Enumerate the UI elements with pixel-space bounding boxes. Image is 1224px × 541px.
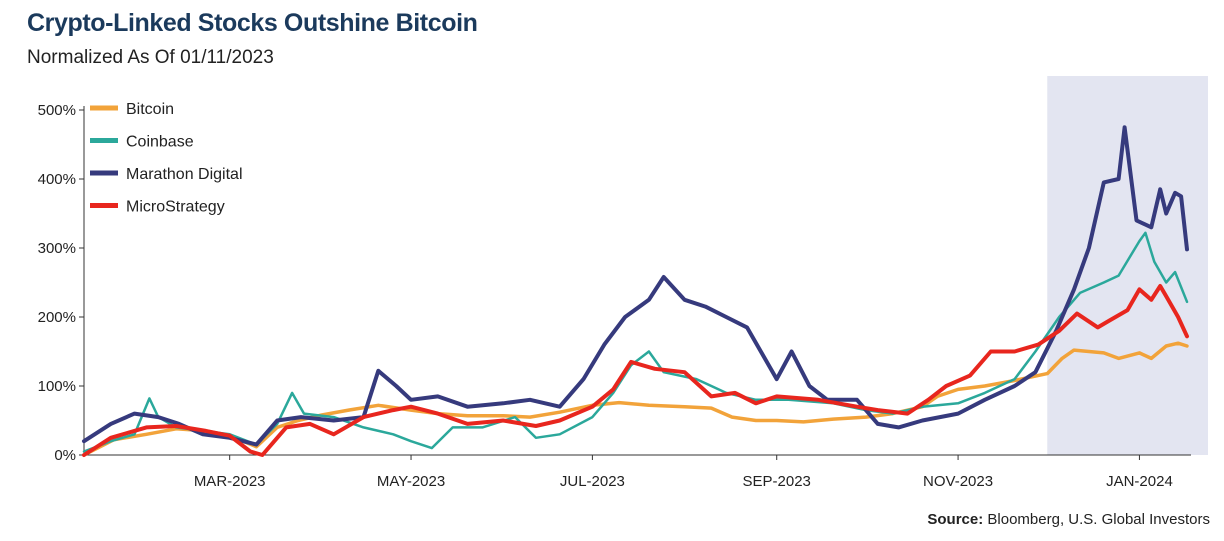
legend-label-coinbase: Coinbase <box>126 134 194 151</box>
x-tick-label: SEP-2023 <box>743 473 811 490</box>
y-tick-label: 500% <box>38 102 76 119</box>
legend: Bitcoin Coinbase Marathon Digital MicroStra… <box>90 101 243 216</box>
chart-subtitle: Normalized As Of 01/11/2023 <box>27 47 274 68</box>
series-line-microstrategy <box>82 284 1189 457</box>
x-tick-label: JAN-2024 <box>1106 473 1173 490</box>
series-line-coinbase <box>82 231 1189 453</box>
legend-label-microstrategy: MicroStrategy <box>126 199 225 216</box>
y-tick-label: 0% <box>54 447 76 464</box>
highlight-region <box>1047 76 1208 455</box>
series-line-bitcoin <box>82 341 1189 457</box>
x-tick-label: JUL-2023 <box>560 473 625 490</box>
y-tick-label: 400% <box>38 171 76 188</box>
x-axis: MAR-2023 MAY-2023 JUL-2023 SEP-2023 NOV-2023… <box>84 454 1191 490</box>
y-tick-label: 100% <box>38 378 76 395</box>
y-tick-label: 300% <box>38 240 76 257</box>
series-line-marathon-digital <box>82 125 1189 447</box>
y-axis: 0% 100% 200% 300% 400% 500% <box>38 102 85 464</box>
source-text: Bloomberg, U.S. Global Investors <box>983 511 1210 528</box>
x-tick-label: MAR-2023 <box>194 473 266 490</box>
legend-label-marathon-digital: Marathon Digital <box>126 166 243 183</box>
x-tick-label: NOV-2023 <box>923 473 993 490</box>
series-layer <box>82 125 1189 457</box>
legend-label-bitcoin: Bitcoin <box>126 101 174 118</box>
y-tick-label: 200% <box>38 309 76 326</box>
source-label: Source: <box>927 511 984 528</box>
chart-title: Crypto-Linked Stocks Outshine Bitcoin <box>27 9 478 37</box>
x-tick-label: MAY-2023 <box>377 473 445 490</box>
source-note: Source: Bloomberg, U.S. Global Investors <box>927 511 1210 528</box>
